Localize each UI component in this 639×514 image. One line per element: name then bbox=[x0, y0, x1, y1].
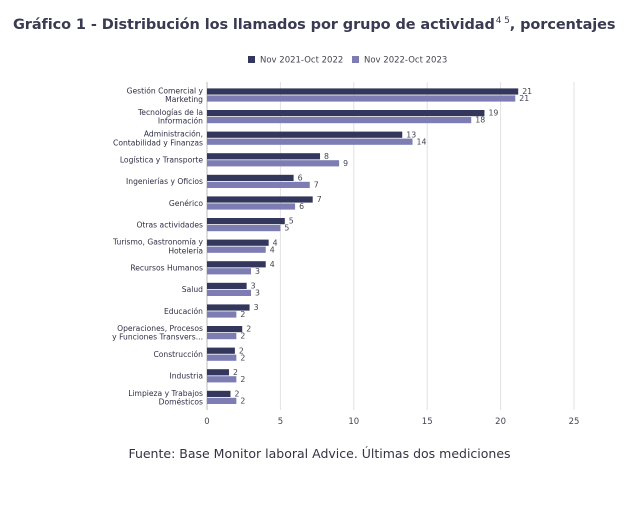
bar bbox=[207, 131, 403, 138]
bar bbox=[207, 153, 321, 160]
bar bbox=[207, 196, 313, 203]
bar-value-label: 2 bbox=[234, 390, 239, 399]
bar-value-label: 6 bbox=[298, 174, 303, 183]
bar-value-label: 21 bbox=[519, 94, 529, 103]
bar-value-label: 18 bbox=[475, 116, 485, 125]
bar-value-label: 4 bbox=[273, 238, 278, 247]
bar bbox=[207, 88, 519, 95]
bar bbox=[207, 369, 230, 376]
category-label: Ingenierías y Oficios bbox=[126, 177, 203, 186]
bar-value-label: 21 bbox=[522, 87, 532, 96]
bar-value-label: 3 bbox=[255, 267, 260, 276]
x-tick-label-25: 25 bbox=[569, 417, 580, 427]
bar bbox=[207, 117, 472, 124]
bar bbox=[207, 333, 237, 340]
bar-value-label: 2 bbox=[240, 310, 245, 319]
bar-value-label: 19 bbox=[488, 109, 498, 118]
category-label: Turismo, Gastronomía y Hotelería bbox=[112, 238, 203, 256]
chart-title-suffix: , porcentajes bbox=[509, 17, 616, 33]
bar bbox=[207, 326, 243, 333]
bar bbox=[207, 95, 516, 102]
bar bbox=[207, 246, 266, 253]
bar bbox=[207, 181, 310, 188]
bar-value-label: 5 bbox=[289, 217, 294, 226]
category-label: Educación bbox=[164, 307, 203, 316]
x-tick-label-0: 0 bbox=[204, 417, 209, 427]
bar bbox=[207, 160, 340, 167]
bar-value-label: 5 bbox=[284, 224, 289, 233]
bar bbox=[207, 218, 285, 225]
bar bbox=[207, 354, 237, 361]
legend-label-0: Nov 2021-Oct 2022 bbox=[260, 56, 343, 66]
bar bbox=[207, 311, 237, 318]
category-label: Tecnologías de la Información bbox=[137, 108, 203, 126]
bar bbox=[207, 261, 266, 268]
category-label: Otras actividades bbox=[136, 220, 203, 229]
bar-value-label: 13 bbox=[406, 130, 416, 139]
bar-value-label: 9 bbox=[343, 159, 348, 168]
bar bbox=[207, 282, 247, 289]
bar-value-label: 8 bbox=[324, 152, 329, 161]
bar-value-label: 2 bbox=[240, 353, 245, 362]
bar-value-label: 6 bbox=[299, 202, 304, 211]
legend-swatch-0 bbox=[248, 56, 255, 63]
bar bbox=[207, 376, 237, 383]
bar bbox=[207, 110, 485, 117]
bar bbox=[207, 225, 281, 232]
category-label: Industria bbox=[169, 372, 203, 381]
chart-title-footnote: 4 5 bbox=[495, 16, 510, 26]
x-tick-label-5: 5 bbox=[278, 417, 283, 427]
chart-title: Gráfico 1 - Distribución los llamados po… bbox=[13, 16, 616, 33]
chart-title-text: Gráfico 1 - Distribución los llamados po… bbox=[13, 17, 495, 33]
bar bbox=[207, 138, 413, 145]
bar bbox=[207, 304, 250, 311]
bar-value-label: 14 bbox=[417, 137, 427, 146]
bar bbox=[207, 174, 294, 181]
category-label: Genérico bbox=[169, 199, 203, 208]
bar-value-label: 3 bbox=[255, 289, 260, 298]
source-note: Fuente: Base Monitor laboral Advice. Últ… bbox=[128, 446, 511, 461]
category-label: Limpieza y Trabajos Domésticos bbox=[128, 389, 203, 407]
bar-value-label: 4 bbox=[270, 245, 275, 254]
bar-value-label: 2 bbox=[240, 332, 245, 341]
bar bbox=[207, 203, 296, 210]
bar-value-label: 2 bbox=[240, 375, 245, 384]
bar-value-label: 2 bbox=[246, 325, 251, 334]
legend-swatch-1 bbox=[352, 56, 359, 63]
bar bbox=[207, 397, 237, 404]
x-tick-label-15: 15 bbox=[422, 417, 433, 427]
bar-value-label: 2 bbox=[240, 397, 245, 406]
bar-chart: Nov 2021-Oct 2022 Nov 2022-Oct 2023 0 5 10 15… bbox=[112, 56, 580, 428]
x-tick-label-20: 20 bbox=[495, 417, 506, 427]
category-label: Gestión Comercial y Marketing bbox=[127, 87, 204, 105]
bar bbox=[207, 390, 231, 397]
category-label: Logística y Transporte bbox=[120, 156, 203, 165]
category-label: Operaciones, Procesos y Funciones Transve… bbox=[112, 324, 203, 342]
bar bbox=[207, 268, 252, 275]
bar-value-label: 3 bbox=[251, 282, 256, 291]
bar-value-label: 2 bbox=[233, 368, 238, 377]
bar bbox=[207, 239, 269, 246]
category-label: Construcción bbox=[153, 350, 203, 359]
legend-label-1: Nov 2022-Oct 2023 bbox=[364, 56, 447, 66]
bar-value-label: 7 bbox=[314, 181, 319, 190]
category-label: Salud bbox=[182, 285, 203, 294]
x-tick-label-10: 10 bbox=[348, 417, 359, 427]
bar-value-label: 2 bbox=[239, 346, 244, 355]
bar bbox=[207, 289, 252, 296]
bar-value-label: 4 bbox=[270, 260, 275, 269]
bar-value-label: 3 bbox=[254, 303, 259, 312]
category-label: Administración, Contabilidad y Finanzas bbox=[113, 130, 203, 148]
bar bbox=[207, 347, 235, 354]
category-label: Recursos Humanos bbox=[130, 264, 203, 273]
bar-value-label: 7 bbox=[317, 195, 322, 204]
